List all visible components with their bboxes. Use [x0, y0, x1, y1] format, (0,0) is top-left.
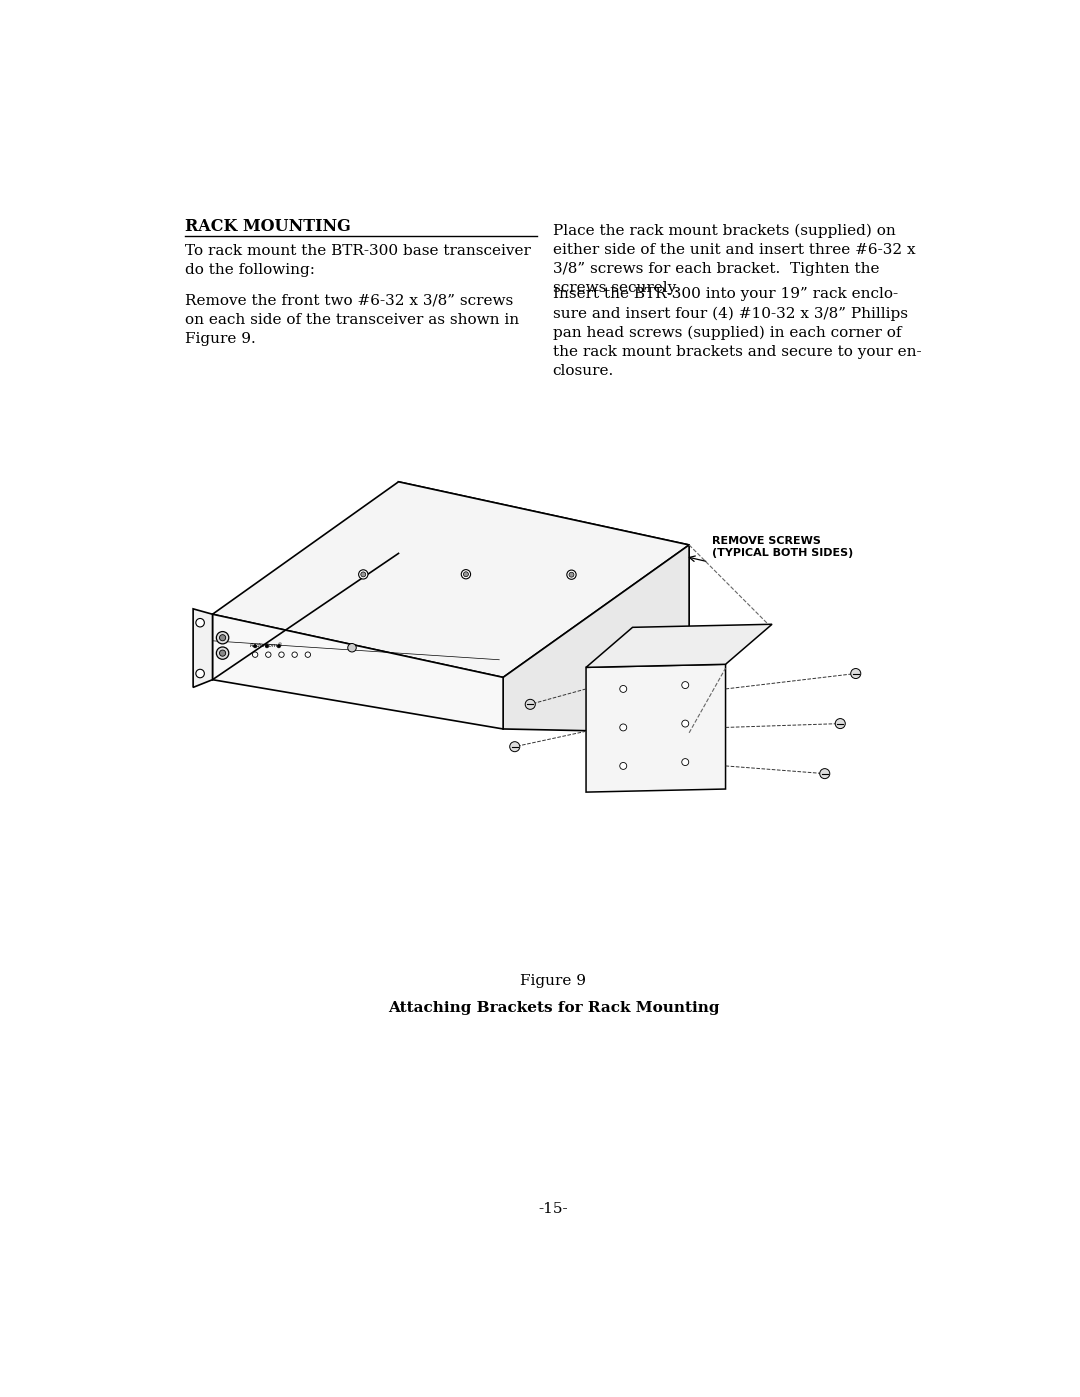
Text: RadioCom®: RadioCom® [249, 643, 283, 648]
Text: REMOVE SCREWS
(TYPICAL BOTH SIDES): REMOVE SCREWS (TYPICAL BOTH SIDES) [713, 536, 853, 557]
Polygon shape [213, 615, 503, 729]
Text: To rack mount the BTR-300 base transceiver
do the following:: To rack mount the BTR-300 base transceiv… [186, 244, 531, 277]
Polygon shape [213, 482, 689, 678]
Text: Figure 9: Figure 9 [521, 974, 586, 988]
Text: RACK MOUNTING: RACK MOUNTING [186, 218, 351, 235]
Circle shape [216, 631, 229, 644]
Circle shape [216, 647, 229, 659]
Circle shape [279, 652, 284, 658]
Circle shape [359, 570, 368, 578]
Circle shape [681, 719, 689, 726]
Circle shape [253, 652, 258, 658]
Circle shape [266, 644, 269, 648]
Circle shape [463, 571, 469, 577]
Circle shape [254, 644, 257, 648]
Text: Insert the BTR-300 into your 19” rack enclo-
sure and insert four (4) #10-32 x 3: Insert the BTR-300 into your 19” rack en… [553, 286, 921, 379]
Circle shape [820, 768, 829, 778]
Circle shape [681, 682, 689, 689]
Circle shape [681, 759, 689, 766]
Circle shape [567, 570, 576, 580]
Text: Place the rack mount brackets (supplied) on
either side of the unit and insert t: Place the rack mount brackets (supplied)… [553, 224, 916, 295]
Circle shape [195, 619, 204, 627]
Circle shape [620, 686, 626, 693]
Circle shape [278, 644, 281, 648]
Circle shape [620, 724, 626, 731]
Circle shape [525, 700, 536, 710]
Text: -15-: -15- [539, 1201, 568, 1215]
Circle shape [219, 634, 226, 641]
Circle shape [851, 669, 861, 679]
Circle shape [510, 742, 519, 752]
Circle shape [219, 650, 226, 657]
Polygon shape [586, 665, 726, 792]
Circle shape [835, 718, 846, 729]
Circle shape [348, 644, 356, 652]
Circle shape [361, 571, 366, 577]
Circle shape [306, 652, 311, 658]
Circle shape [195, 669, 204, 678]
Circle shape [620, 763, 626, 770]
Circle shape [461, 570, 471, 578]
Polygon shape [399, 482, 689, 733]
Circle shape [569, 573, 573, 577]
Text: Remove the front two #6-32 x 3/8” screws
on each side of the transceiver as show: Remove the front two #6-32 x 3/8” screws… [186, 293, 519, 346]
Polygon shape [503, 545, 689, 733]
Polygon shape [193, 609, 213, 687]
Circle shape [266, 652, 271, 658]
Circle shape [292, 652, 297, 658]
Text: Attaching Brackets for Rack Mounting: Attaching Brackets for Rack Mounting [388, 1000, 719, 1014]
Polygon shape [586, 624, 772, 668]
